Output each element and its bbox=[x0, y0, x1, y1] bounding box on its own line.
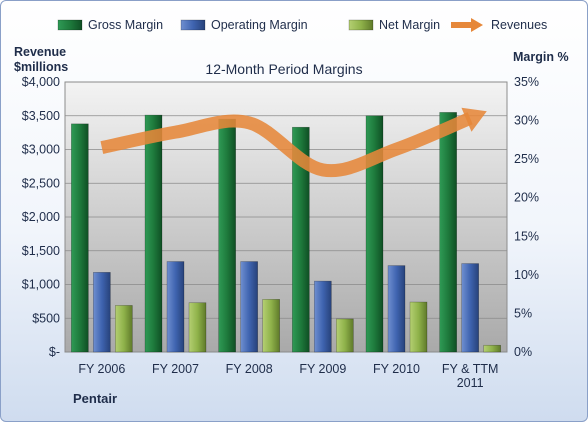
y-left-tick-label: $3,500 bbox=[22, 109, 60, 123]
chart-title: 12-Month Period Margins bbox=[205, 61, 362, 77]
legend-entry: Revenues bbox=[491, 18, 547, 32]
y-right-tick-label: 20% bbox=[514, 191, 539, 205]
bar-gross-margin bbox=[218, 118, 236, 353]
bar-net-margin bbox=[483, 344, 501, 353]
x-tick-label-line: FY & TTM bbox=[442, 362, 499, 376]
bar-operating-margin bbox=[240, 261, 258, 353]
bar-net-margin bbox=[115, 305, 133, 353]
bar-net-margin bbox=[188, 302, 207, 353]
y-right-tick-label: 30% bbox=[514, 114, 539, 128]
bar-operating-margin bbox=[166, 261, 185, 353]
legend-entry: Gross Margin bbox=[88, 18, 163, 32]
y-left-tick-label: $1,500 bbox=[22, 244, 60, 258]
y-left-tick-label: $1,000 bbox=[22, 278, 60, 292]
x-tick-label-line: FY 2006 bbox=[78, 362, 125, 376]
bar-operating-margin bbox=[314, 280, 332, 353]
legend-entry: Net Margin bbox=[379, 18, 440, 32]
y-left-tick-label: $500 bbox=[32, 311, 60, 325]
y-right-tick-label: 35% bbox=[514, 75, 539, 89]
y-right-tick-label: 0% bbox=[514, 345, 532, 359]
legend-swatch-arrowhead bbox=[471, 18, 483, 32]
y-left-tick-label: $2,500 bbox=[22, 176, 60, 190]
legend-swatch bbox=[348, 19, 374, 31]
x-tick-label: FY & TTM 2011 bbox=[442, 362, 499, 390]
bar-gross-margin bbox=[439, 112, 457, 353]
y-left-tick-label: $3,000 bbox=[22, 143, 60, 157]
y-left-axis-title-line1: Revenue bbox=[14, 45, 66, 59]
bar-gross-margin bbox=[365, 115, 384, 353]
legend-swatch bbox=[180, 19, 206, 31]
y-left-axis-title-line2: $millions bbox=[14, 60, 68, 74]
x-tick-label-line: FY 2008 bbox=[226, 362, 273, 376]
y-left-tick-label: $- bbox=[49, 345, 60, 359]
bar-gross-margin bbox=[71, 123, 89, 353]
bar-gross-margin bbox=[292, 126, 310, 353]
y-left-tick-label: $2,000 bbox=[22, 210, 60, 224]
bar-net-margin bbox=[336, 318, 354, 353]
legend-entry: Operating Margin bbox=[211, 18, 308, 32]
x-tick-label-line: FY 2009 bbox=[299, 362, 346, 376]
y-right-tick-label: 5% bbox=[514, 306, 532, 320]
revenues-line bbox=[100, 112, 473, 178]
bar-operating-margin bbox=[461, 263, 479, 353]
y-right-tick-label: 10% bbox=[514, 268, 539, 282]
bar-net-margin bbox=[409, 301, 428, 353]
x-tick-label: FY 2010 bbox=[373, 362, 420, 376]
x-tick-label: FY 2008 bbox=[226, 362, 273, 376]
x-tick-label: FY 2009 bbox=[299, 362, 346, 376]
bar-net-margin bbox=[262, 299, 280, 353]
legend-swatch bbox=[57, 19, 83, 31]
x-tick-label-line: 2011 bbox=[457, 376, 484, 390]
y-left-tick-label: $4,000 bbox=[22, 75, 60, 89]
y-right-tick-label: 25% bbox=[514, 152, 539, 166]
x-tick-label: FY 2006 bbox=[78, 362, 125, 376]
y-right-tick-label: 15% bbox=[514, 229, 539, 243]
x-tick-label-line: FY 2007 bbox=[152, 362, 199, 376]
revenues-line-arrowhead bbox=[461, 107, 487, 132]
bar-operating-margin bbox=[387, 265, 406, 353]
x-tick-label: FY 2007 bbox=[152, 362, 199, 376]
bar-operating-margin bbox=[93, 272, 111, 353]
footer-label: Pentair bbox=[73, 391, 117, 406]
y-right-axis-title: Margin % bbox=[513, 50, 569, 64]
bar-gross-margin bbox=[144, 114, 163, 353]
x-tick-label-line: FY 2010 bbox=[373, 362, 420, 376]
